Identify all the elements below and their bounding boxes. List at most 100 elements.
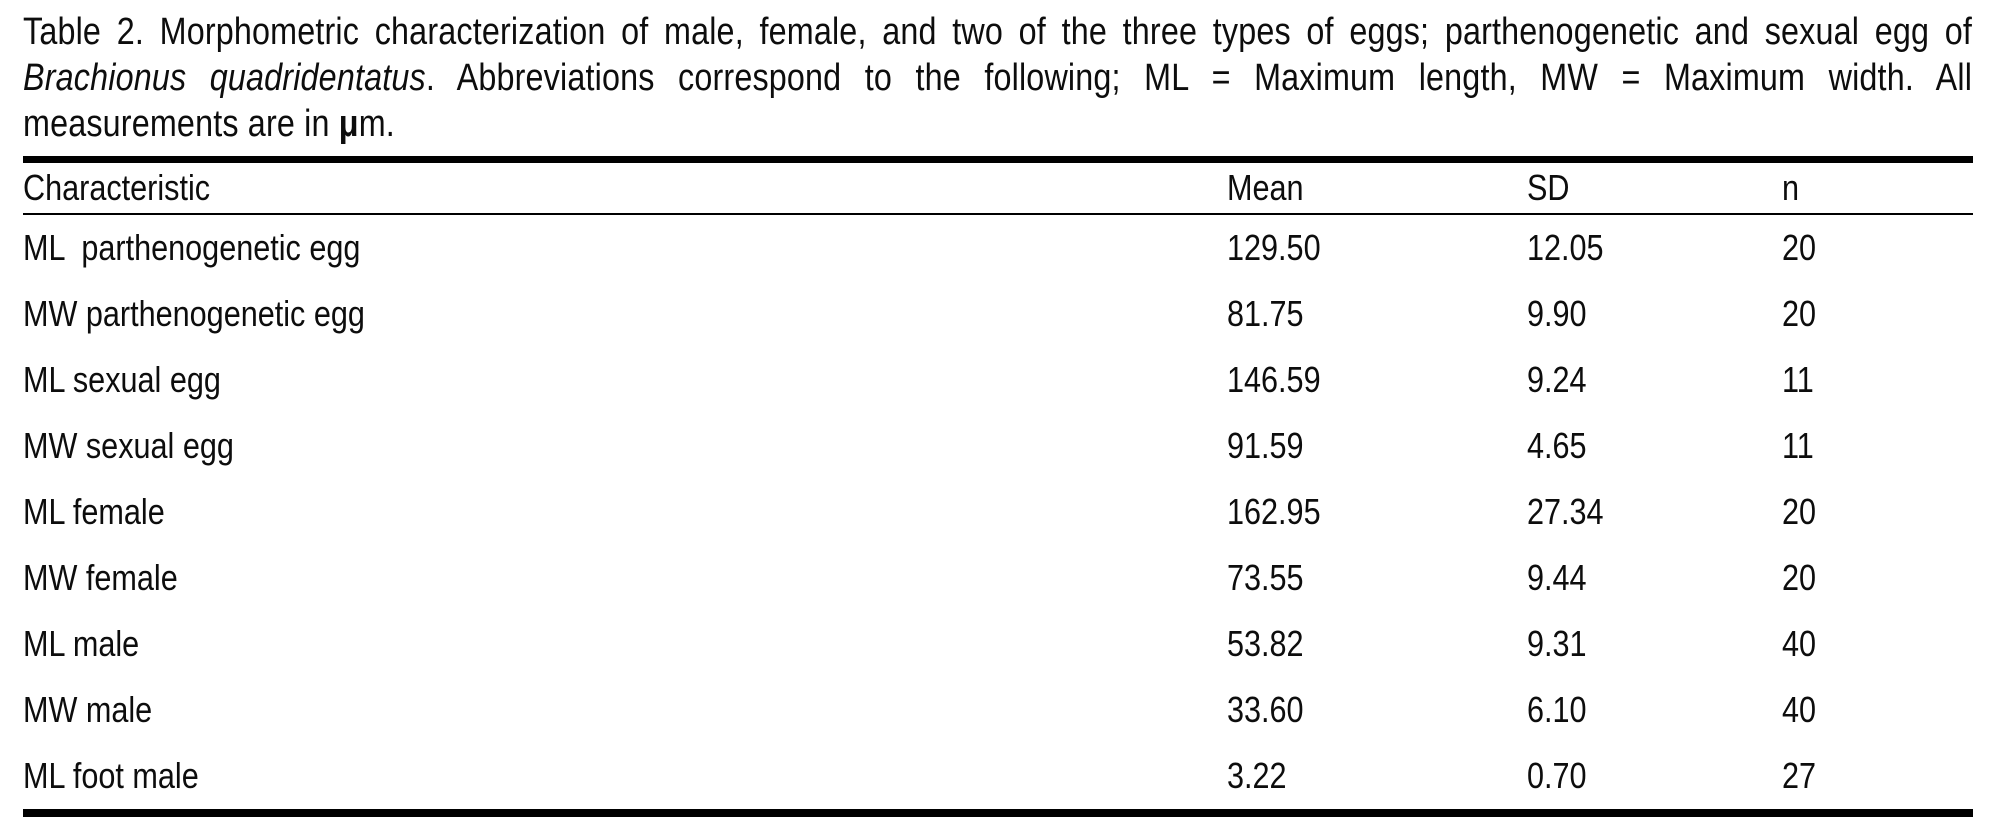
- column-header-mean-label: Mean: [1227, 167, 1304, 208]
- table-row: ML male 53.82 9.31 40: [23, 611, 1973, 677]
- cell-sd: 0.70: [1527, 755, 1782, 797]
- species-name-italic: Brachionus quadridentatus: [23, 57, 426, 99]
- sd-value: 0.70: [1527, 755, 1587, 796]
- mean-value: 91.59: [1227, 425, 1304, 466]
- column-header-mean: Mean: [1227, 167, 1527, 209]
- column-header-characteristic-label: Characteristic: [23, 167, 211, 208]
- sd-value: 9.31: [1527, 623, 1587, 664]
- sd-value: 4.65: [1527, 425, 1587, 466]
- cell-sd: 6.10: [1527, 689, 1782, 731]
- cell-sd: 9.31: [1527, 623, 1782, 665]
- n-value: 27: [1782, 755, 1817, 796]
- cell-mean: 73.55: [1227, 557, 1527, 599]
- sd-value: 9.44: [1527, 557, 1587, 598]
- cell-sd: 9.44: [1527, 557, 1782, 599]
- cell-characteristic: MW male: [23, 689, 1227, 731]
- n-value: 20: [1782, 227, 1817, 268]
- cell-characteristic: MW sexual egg: [23, 425, 1227, 467]
- row-label: ML female: [23, 491, 165, 532]
- cell-mean: 53.82: [1227, 623, 1527, 665]
- row-label: ML sexual egg: [23, 359, 221, 400]
- cell-n: 11: [1782, 425, 1973, 467]
- table-row: ML parthenogenetic egg 129.50 12.05 20: [23, 215, 1973, 281]
- cell-mean: 91.59: [1227, 425, 1527, 467]
- cell-mean: 33.60: [1227, 689, 1527, 731]
- cell-sd: 4.65: [1527, 425, 1782, 467]
- cell-characteristic: ML parthenogenetic egg: [23, 227, 1227, 269]
- table-row: MW parthenogenetic egg 81.75 9.90 20: [23, 281, 1973, 347]
- sd-value: 27.34: [1527, 491, 1604, 532]
- row-label: ML parthenogenetic egg: [23, 227, 361, 268]
- n-value: 11: [1782, 425, 1814, 466]
- column-header-characteristic: Characteristic: [23, 167, 1227, 209]
- mean-value: 162.95: [1227, 491, 1321, 532]
- table-caption: Table 2. Morphometric characterization o…: [23, 9, 1972, 147]
- row-label: MW sexual egg: [23, 425, 234, 466]
- mu-symbol: μ: [338, 103, 359, 145]
- mean-value: 3.22: [1227, 755, 1287, 796]
- cell-mean: 162.95: [1227, 491, 1527, 533]
- cell-mean: 146.59: [1227, 359, 1527, 401]
- column-header-n: n: [1782, 167, 1973, 209]
- row-label: ML male: [23, 623, 140, 664]
- cell-n: 11: [1782, 359, 1973, 401]
- n-value: 20: [1782, 293, 1817, 334]
- cell-characteristic: MW parthenogenetic egg: [23, 293, 1227, 335]
- sd-value: 12.05: [1527, 227, 1604, 268]
- mean-value: 146.59: [1227, 359, 1321, 400]
- mean-value: 33.60: [1227, 689, 1304, 730]
- cell-characteristic: MW female: [23, 557, 1227, 599]
- n-value: 11: [1782, 359, 1814, 400]
- cell-characteristic: ML sexual egg: [23, 359, 1227, 401]
- morphometric-table: Characteristic Mean SD n ML parthenogene…: [23, 156, 1973, 817]
- cell-characteristic: ML foot male: [23, 755, 1227, 797]
- cell-n: 40: [1782, 689, 1973, 731]
- n-value: 40: [1782, 689, 1817, 730]
- table-row: ML sexual egg 146.59 9.24 11: [23, 347, 1973, 413]
- cell-mean: 3.22: [1227, 755, 1527, 797]
- cell-n: 20: [1782, 227, 1973, 269]
- cell-characteristic: ML female: [23, 491, 1227, 533]
- cell-sd: 27.34: [1527, 491, 1782, 533]
- caption-line-3-post: m.: [358, 103, 395, 145]
- caption-line-3-pre: measurements are in: [23, 103, 339, 145]
- row-label: MW parthenogenetic egg: [23, 293, 365, 334]
- cell-mean: 81.75: [1227, 293, 1527, 335]
- table-row: MW male 33.60 6.10 40: [23, 677, 1973, 743]
- cell-n: 27: [1782, 755, 1973, 797]
- table-row: MW female 73.55 9.44 20: [23, 545, 1973, 611]
- row-label: ML foot male: [23, 755, 199, 796]
- cell-sd: 9.90: [1527, 293, 1782, 335]
- table-header-row: Characteristic Mean SD n: [23, 163, 1973, 215]
- column-header-sd-label: SD: [1527, 167, 1570, 208]
- caption-line-3: measurements are in μm.: [23, 101, 1972, 147]
- row-label: MW female: [23, 557, 178, 598]
- sd-value: 6.10: [1527, 689, 1587, 730]
- table-row: ML female 162.95 27.34 20: [23, 479, 1973, 545]
- mean-value: 53.82: [1227, 623, 1304, 664]
- cell-n: 40: [1782, 623, 1973, 665]
- caption-line-1: Table 2. Morphometric characterization o…: [23, 11, 1973, 53]
- column-header-n-label: n: [1782, 167, 1800, 208]
- sd-value: 9.24: [1527, 359, 1587, 400]
- n-value: 40: [1782, 623, 1817, 664]
- caption-line-2: Brachionus quadridentatus. Abbreviations…: [23, 55, 1972, 101]
- table-row: ML foot male 3.22 0.70 27: [23, 743, 1973, 809]
- cell-characteristic: ML male: [23, 623, 1227, 665]
- cell-n: 20: [1782, 557, 1973, 599]
- table-row: MW sexual egg 91.59 4.65 11: [23, 413, 1973, 479]
- cell-n: 20: [1782, 491, 1973, 533]
- row-label: MW male: [23, 689, 153, 730]
- n-value: 20: [1782, 557, 1817, 598]
- cell-mean: 129.50: [1227, 227, 1527, 269]
- mean-value: 73.55: [1227, 557, 1304, 598]
- cell-sd: 12.05: [1527, 227, 1782, 269]
- column-header-sd: SD: [1527, 167, 1782, 209]
- cell-n: 20: [1782, 293, 1973, 335]
- mean-value: 129.50: [1227, 227, 1321, 268]
- n-value: 20: [1782, 491, 1817, 532]
- cell-sd: 9.24: [1527, 359, 1782, 401]
- caption-line-2-rest: . Abbreviations correspond to the follow…: [425, 57, 1973, 99]
- mean-value: 81.75: [1227, 293, 1304, 334]
